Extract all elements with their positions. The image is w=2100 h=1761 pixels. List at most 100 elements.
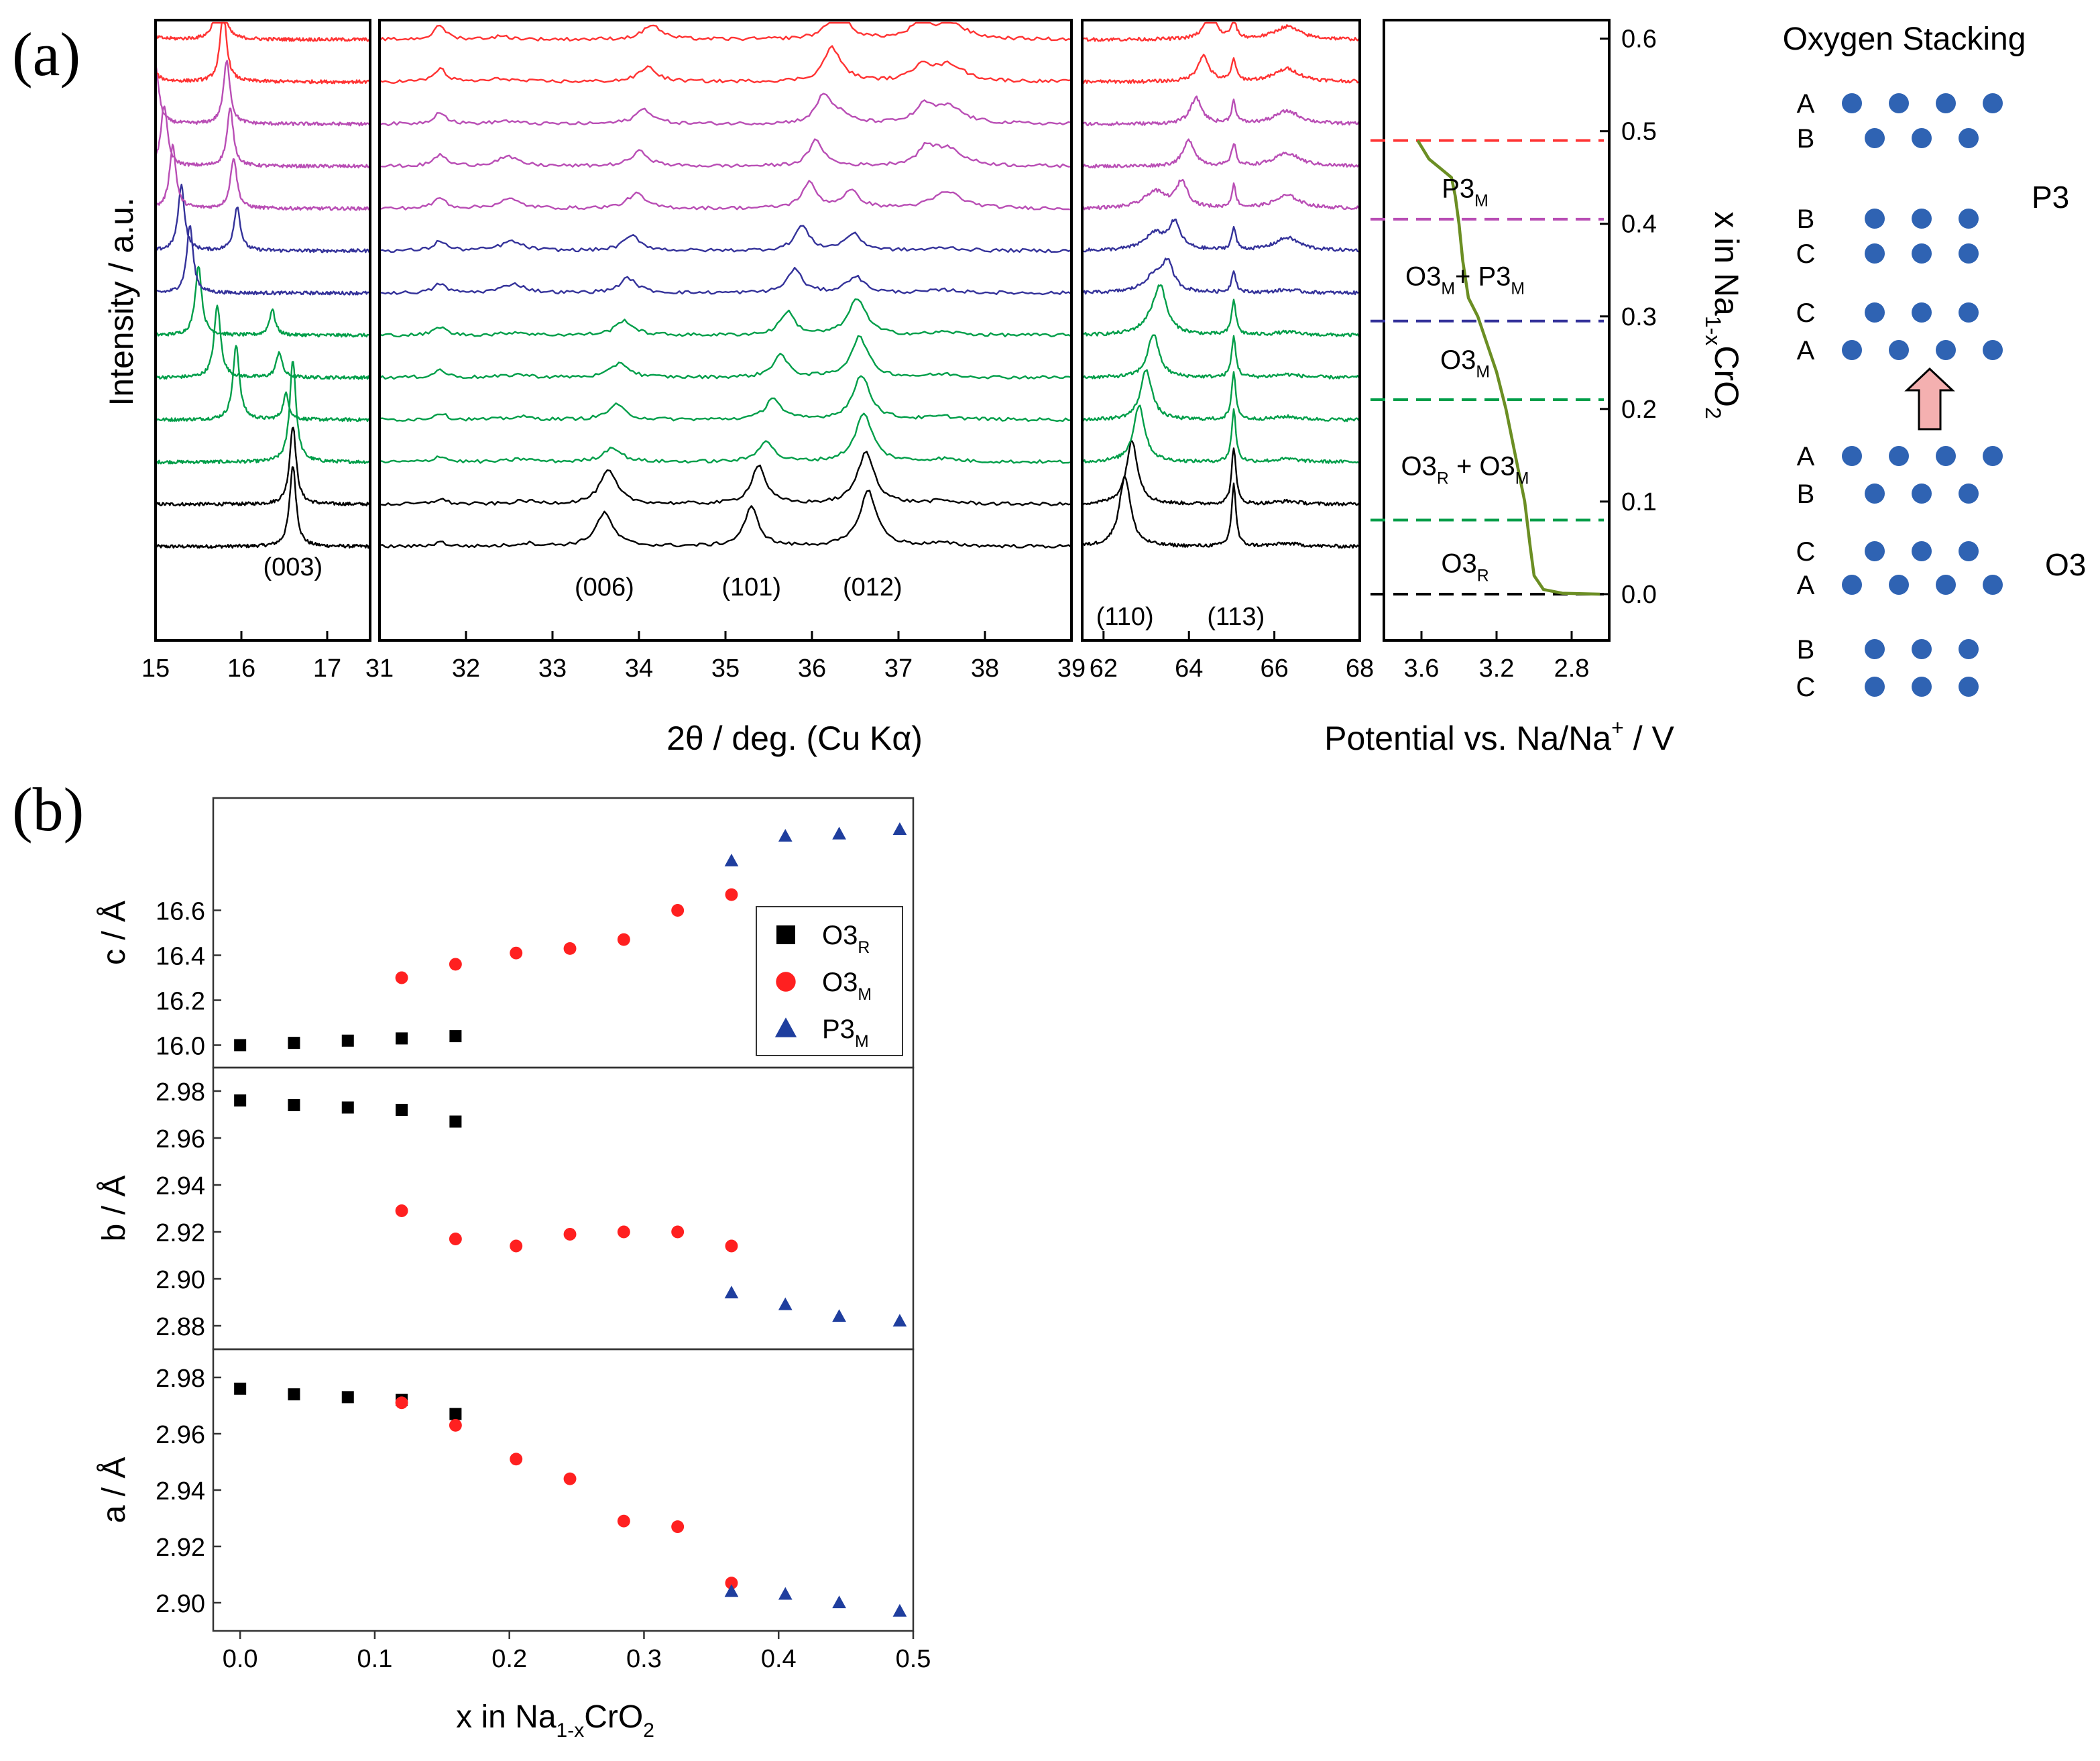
potential-phase-label-main: O3 [1441,549,1476,579]
xrd-tick-label: 34 [625,655,653,683]
marker-circle [671,1225,685,1239]
marker-square [234,1039,247,1052]
xrd-trace [1082,284,1360,337]
stacking-oxygen-dot [1959,484,1979,504]
lattice-y-tick-label: 2.96 [156,1421,205,1449]
stacking-oxygen-dot [1983,575,2003,595]
xrd-trace [379,267,1072,296]
potential-phase-label-main: O3 [1405,262,1441,292]
lattice-x-tick-label: 0.2 [491,1645,527,1673]
lattice-x-tick-label: 0.1 [357,1645,393,1673]
xrd-trace [154,105,371,169]
lattice-y-tick-label: 2.90 [156,1590,205,1618]
potential-phase-label-sub: R [1477,567,1489,585]
xrd-tick-label: 38 [971,655,999,683]
marker-circle [725,1239,738,1253]
lattice-y-tick-label: 2.98 [156,1078,205,1106]
lattice-legend-label-main: P3 [822,1015,855,1044]
stacking-oxygen-dot [1959,302,1979,323]
marker-circle [510,1239,523,1253]
lattice-xlabel-main: x in Na [456,1699,557,1735]
xrd-tick-label: 35 [711,655,740,683]
xrd-peak-label: (003) [263,553,323,581]
marker-square [776,925,795,944]
stacking-oxygen-dot [1912,541,1932,561]
stacking-oxygen-dot [1912,639,1932,659]
stacking-oxygen-dot [1842,340,1862,360]
xrd-trace [1082,95,1361,127]
xrd-trace [155,266,371,338]
lattice-y-tick-label: 2.96 [156,1125,205,1153]
lattice-y-tick-label: 16.6 [156,898,205,926]
marker-triangle [892,1314,907,1327]
xrd-frame [154,19,371,642]
xrd-tick-label: 68 [1346,655,1374,683]
stacking-oxygen-dot [1889,340,1909,360]
lattice-legend-label-main: O3 [822,968,858,997]
xrd-trace [155,427,371,507]
xrd-trace [379,451,1072,507]
potential-y-tick-label: 0.5 [1621,118,1657,146]
xrd-x-axis-label: 2θ / deg. (Cu Kα) [666,720,923,757]
potential-phase-label: O3R + O3M [1401,452,1529,488]
potential-y-axis-label: x in Na1-xCrO2 [1701,211,1745,419]
xrd-peak-label: (101) [721,573,781,602]
potential-phase-label-main: O3 [1401,452,1437,481]
xrd-trace [155,466,371,549]
lattice-x-tick-label: 0.0 [223,1645,258,1673]
lattice-parameter-panel: 16.0 16.2 16.4 16.6 c / Å 2.88 2.90 2.92 2.94 2.9… [97,797,931,1673]
stacking-oxygen-dot [1865,243,1885,264]
stacking-title: Oxygen Stacking [1783,21,2026,57]
xrd-tick-label: 32 [452,655,480,683]
marker-triangle [774,1017,797,1037]
potential-y-tick-label: 0.6 [1621,25,1657,54]
xrd-peak-label: (006) [575,573,634,602]
stacking-oxygen-dot [1865,541,1885,561]
stacking-row-letter: C [1796,673,1816,702]
xrd-tick-label: 37 [884,655,913,683]
marker-circle [776,972,796,992]
marker-triangle [832,1309,846,1322]
stacking-oxygen-dot [1912,209,1932,229]
xrd-trace [1081,21,1361,42]
xrd-tick-label: 64 [1175,655,1203,683]
potential-xlabel-main: Potential vs. Na/Na [1324,720,1611,757]
marker-triangle [832,1595,846,1609]
potential-x-tick-label: 2.8 [1554,655,1590,683]
marker-square [449,1030,462,1043]
potential-ylabel-sub2: 2 [1701,407,1725,419]
potential-y-tick-label: 0.2 [1621,396,1657,424]
xrd-trace [379,138,1072,168]
marker-circle [725,1577,738,1590]
stacking-oxygen-dot [1936,446,1956,466]
stacking-oxygen-dot [1959,541,1979,561]
stacking-oxygen-dot [1865,302,1885,323]
potential-phase-label-main: O3 [1440,345,1476,375]
xrd-trace [154,304,371,380]
potential-phase-label-sub: M [1441,280,1455,298]
potential-x-tick-label: 3.6 [1404,655,1440,683]
marker-square [449,1115,462,1128]
marker-square [341,1101,354,1114]
marker-square [449,1408,462,1420]
lattice-y-axis-label: c / Å [97,901,132,965]
marker-triangle [778,1297,793,1310]
stacking-oxygen-dot [1865,484,1885,504]
marker-circle [617,933,630,946]
xrd-trace [154,144,371,211]
stacking-oxygen-dot [1889,446,1909,466]
marker-circle [563,1472,577,1485]
xrd-tick-label: 39 [1057,655,1086,683]
xrd-tick-label: 66 [1260,655,1288,683]
stacking-oxygen-dot [1865,677,1885,697]
potential-xlabel-sup: + [1611,716,1624,740]
stacking-oxygen-dot [1936,340,1956,360]
marker-circle [449,1233,462,1245]
xrd-trace [379,335,1072,380]
xrd-ticks: 15 16 17 31 32 33 34 35 36 37 38 39 62 64 66 68 [141,631,1374,683]
marker-triangle [724,1584,739,1597]
marker-square [288,1388,300,1401]
xrd-trace [379,93,1072,127]
